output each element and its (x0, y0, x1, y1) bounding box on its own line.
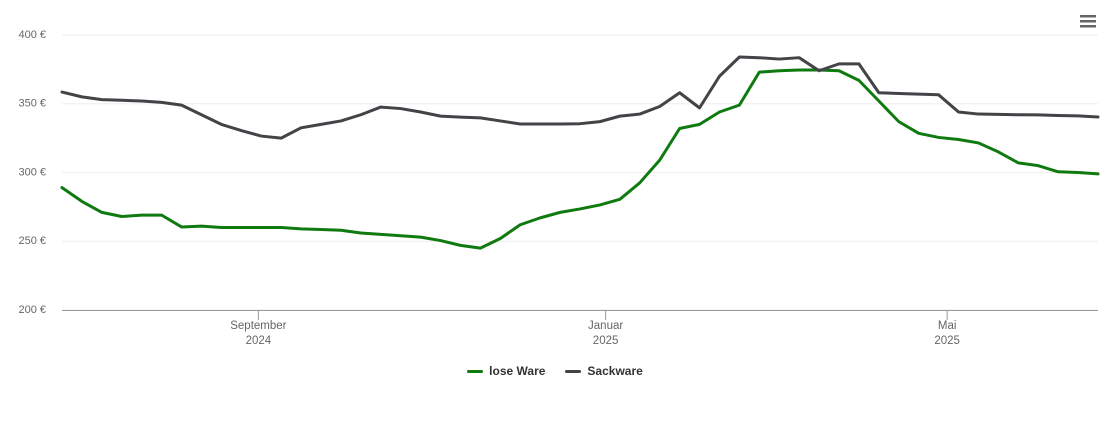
menu-bar (1080, 20, 1096, 23)
legend-item[interactable]: Sackware (565, 364, 643, 378)
series-line (60, 68, 1100, 250)
x-tick-label: September 2024 (230, 320, 287, 347)
legend-swatch (467, 369, 484, 373)
legend-item[interactable]: lose Ware (467, 364, 545, 378)
x-tick-label: Januar 2025 (588, 320, 624, 347)
menu-bar (1080, 15, 1096, 18)
menu-button[interactable] (1080, 15, 1096, 28)
legend-label: lose Ware (489, 364, 546, 378)
legend: lose Ware Sackware (0, 364, 1110, 378)
series-line (60, 55, 1100, 140)
y-tick-label: 200 € (18, 304, 46, 316)
y-tick-label: 400 € (18, 29, 46, 41)
menu-bar (1080, 25, 1096, 28)
y-tick-label: 250 € (18, 235, 46, 247)
legend-swatch (565, 369, 582, 373)
x-tick-label: Mai 2025 (934, 320, 960, 347)
y-tick-label: 350 € (18, 98, 46, 110)
legend-label: Sackware (587, 364, 643, 378)
y-tick-label: 300 € (18, 166, 46, 178)
